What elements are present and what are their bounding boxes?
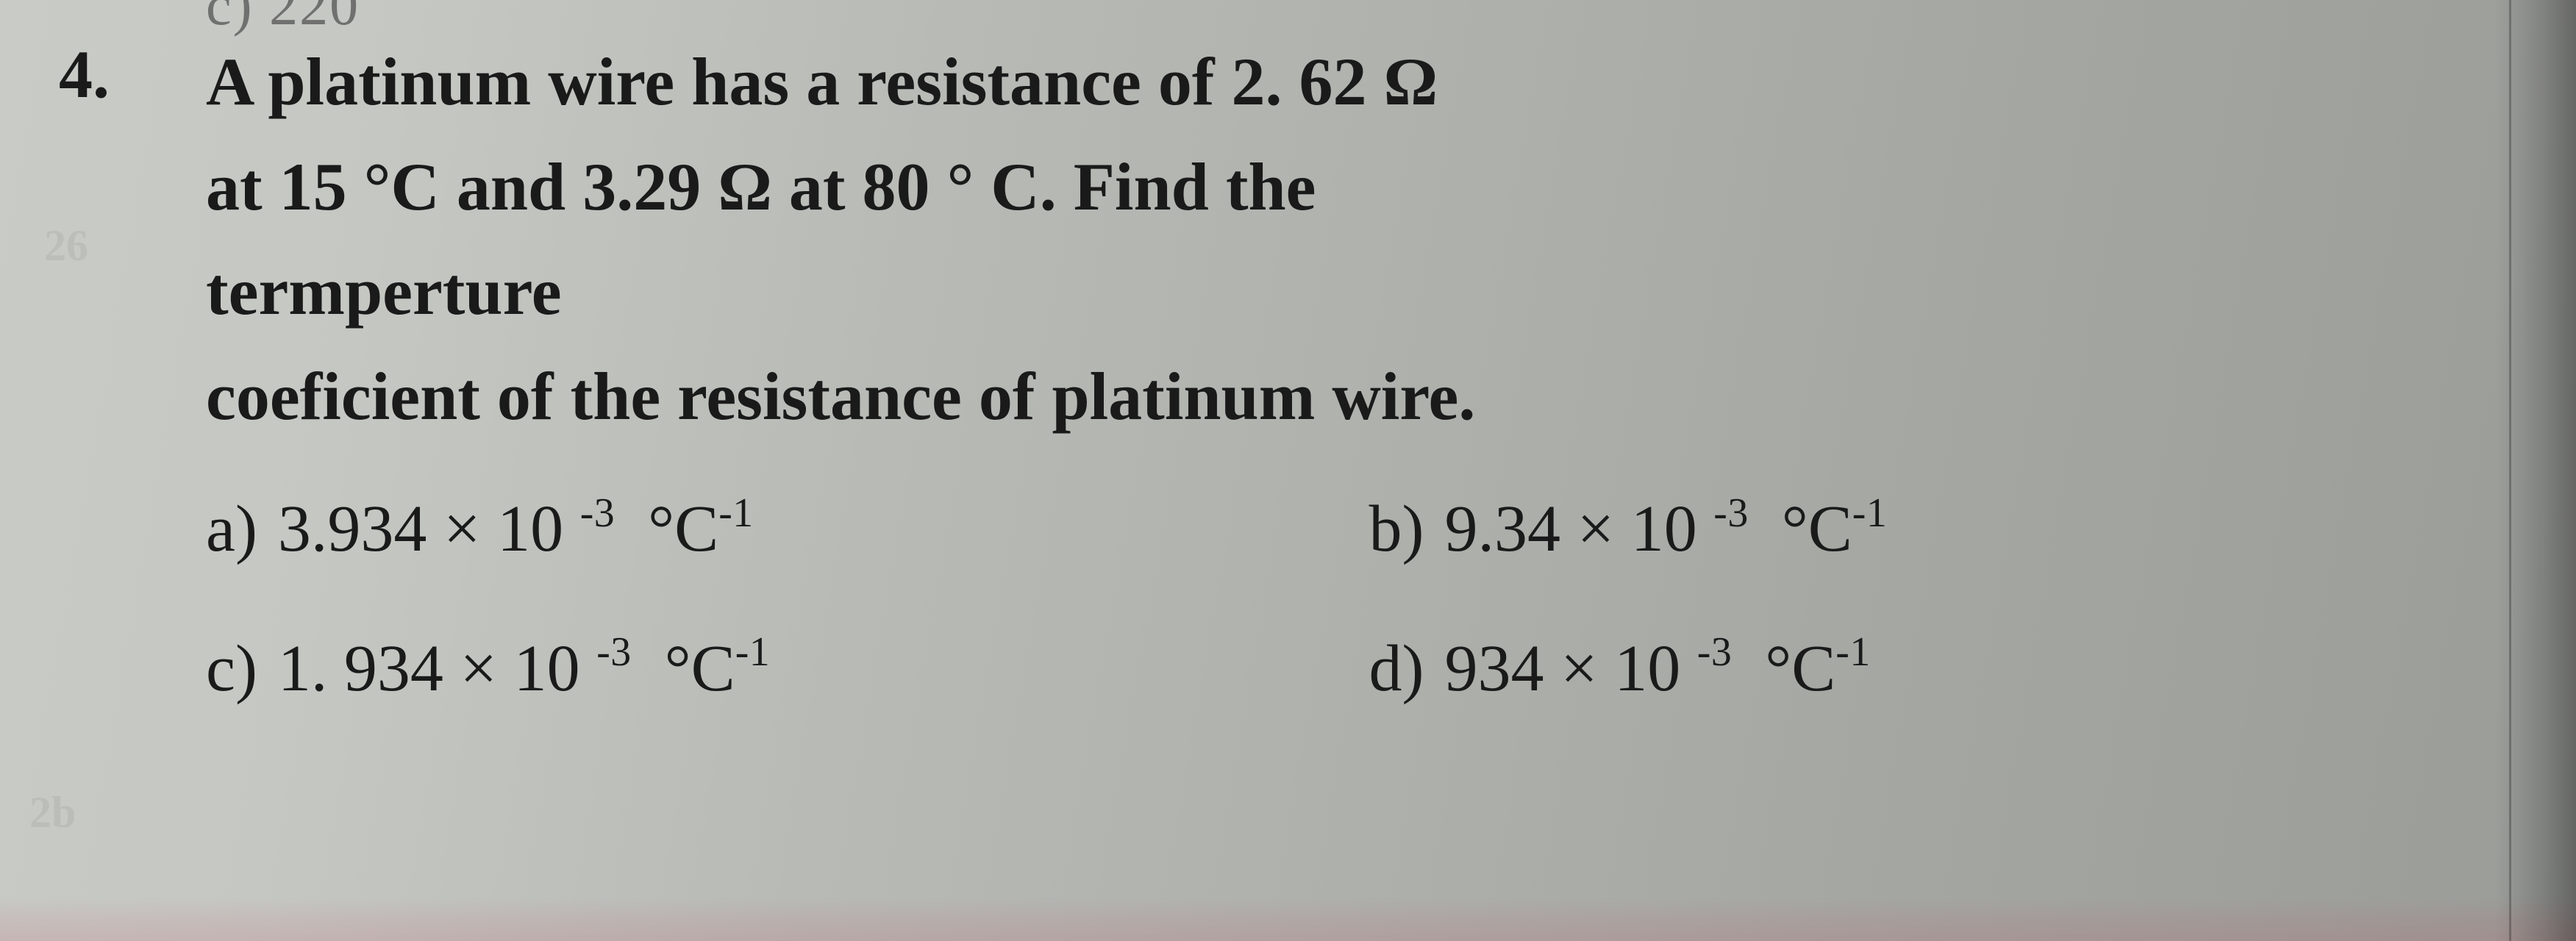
question-line-2: at 15 °C and 3.29 Ω at 80 ° C. Find the <box>206 135 2488 240</box>
option-b-exp: -3 <box>1713 490 1748 536</box>
option-c-exp: -3 <box>596 629 631 675</box>
page-gutter-line <box>2509 0 2511 941</box>
option-a: a) 3.934 × 10 -3 °C-1 <box>206 478 1325 581</box>
option-a-unit-exp: -1 <box>718 490 753 536</box>
question-line-3: termperture <box>206 239 2488 344</box>
option-c: c) 1. 934 × 10 -3 °C-1 <box>206 618 1325 720</box>
option-c-label: c) <box>206 618 257 720</box>
option-d-text: 934 × 10 -3 °C-1 <box>1444 618 1870 720</box>
options-grid: a) 3.934 × 10 -3 °C-1 b) 9.34 × 10 -3 °C <box>206 478 2488 720</box>
option-d-unit-exp: -1 <box>1835 629 1870 675</box>
option-a-coeff: 3.934 <box>278 493 427 565</box>
option-a-label: a) <box>206 478 257 581</box>
page: 4. A platinum wire has a resistance of 2… <box>0 0 2576 941</box>
question-number: 4. <box>59 29 206 113</box>
option-d-exp: -3 <box>1697 629 1732 675</box>
option-c-coeff: 1. 934 <box>278 632 443 705</box>
question-line-4: coeficient of the resistance of platinum… <box>206 344 2488 449</box>
option-c-unit-exp: -1 <box>735 629 770 675</box>
option-a-exp: -3 <box>580 490 615 536</box>
option-b-text: 9.34 × 10 -3 °C-1 <box>1444 478 1887 581</box>
question-line-1: A platinum wire has a resistance of 2. 6… <box>206 29 2488 135</box>
option-b-label: b) <box>1369 478 1424 581</box>
option-d: d) 934 × 10 -3 °C-1 <box>1369 618 2488 720</box>
option-d-label: d) <box>1369 618 1424 720</box>
option-a-text: 3.934 × 10 -3 °C-1 <box>278 478 754 581</box>
question-row: 4. A platinum wire has a resistance of 2… <box>59 29 2488 720</box>
option-d-coeff: 934 <box>1444 632 1544 705</box>
question-body: A platinum wire has a resistance of 2. 6… <box>206 29 2488 720</box>
option-b-coeff: 9.34 <box>1444 493 1560 565</box>
option-b: b) 9.34 × 10 -3 °C-1 <box>1369 478 2488 581</box>
option-b-unit-exp: -1 <box>1852 490 1887 536</box>
option-c-text: 1. 934 × 10 -3 °C-1 <box>278 618 770 720</box>
